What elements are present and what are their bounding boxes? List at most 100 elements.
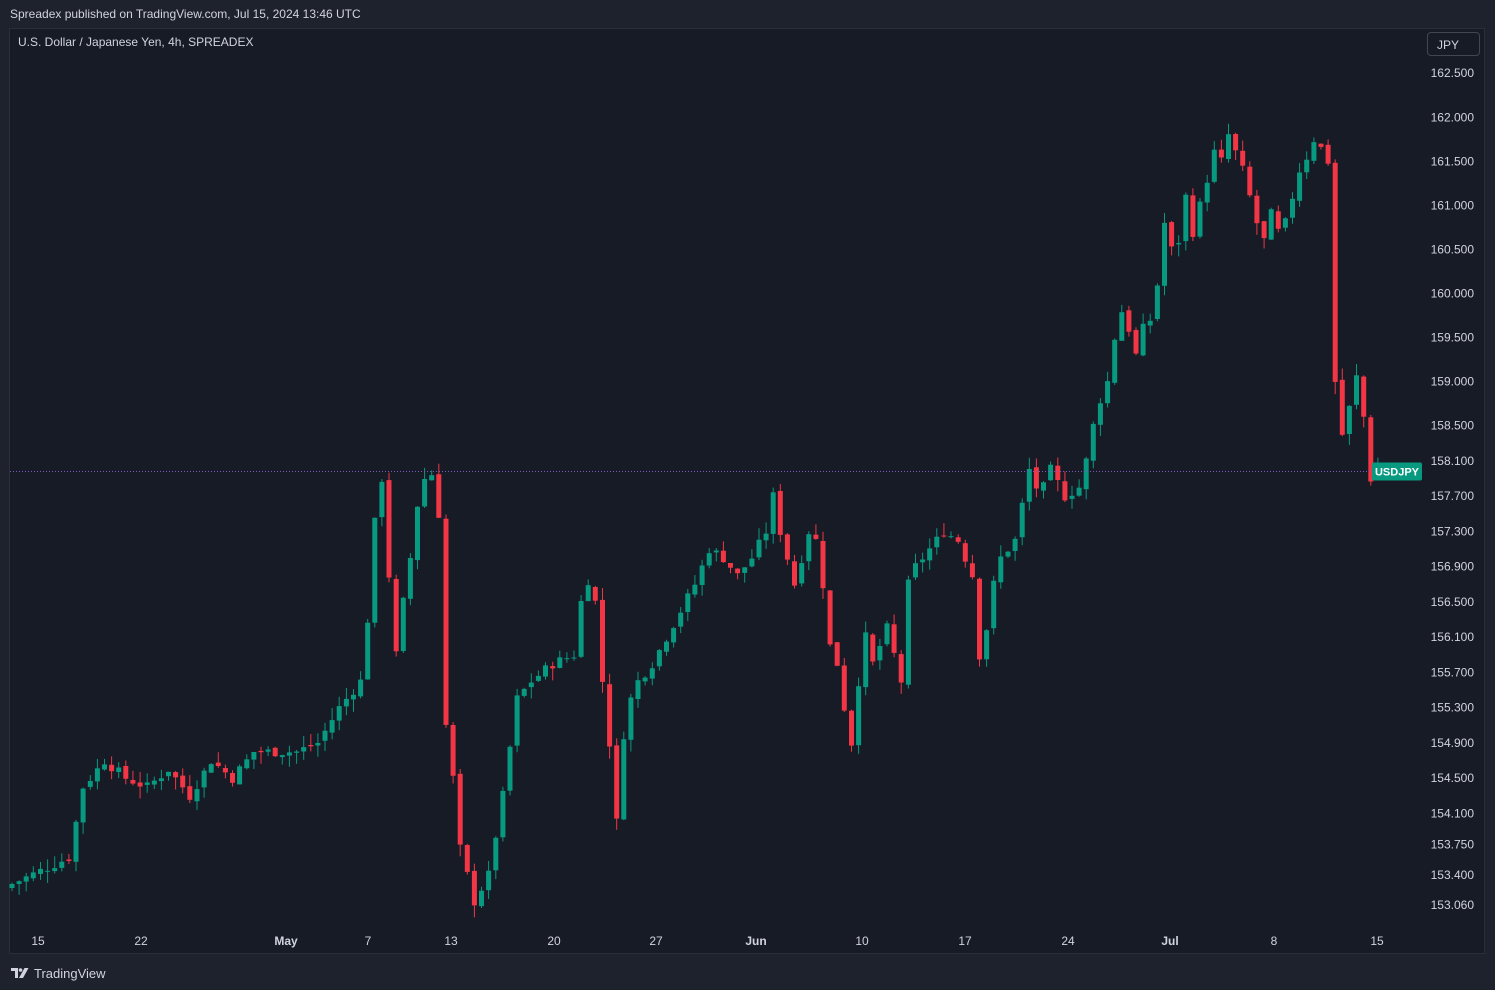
candle-body [222,768,228,773]
candle-body [1147,320,1153,326]
candle-body [1261,221,1267,239]
candle-body [1318,143,1324,147]
candle-body [265,749,271,752]
candle-body [1226,134,1231,159]
candle-body [585,585,591,602]
tradingview-logo-icon [11,968,29,978]
candle-body [635,680,641,699]
price-tick-label: 158.100 [1431,454,1475,468]
candle-body [422,479,428,507]
candle-body [1176,243,1182,245]
currency-button[interactable]: JPY [1427,32,1480,56]
candle-body [1055,465,1061,480]
candle-body [535,675,541,681]
candle-body [1041,482,1046,491]
candle-body [521,688,527,696]
price-tick-label: 154.500 [1431,771,1475,785]
candle-body [158,778,164,782]
publish-info: Spreadex published on TradingView.com, J… [10,7,361,21]
candle-body [80,788,86,823]
chart-panel[interactable] [9,28,1485,954]
candle-body [166,771,171,777]
candle-body [770,492,776,534]
candle-body [315,743,321,746]
price-axis[interactable]: 162.500 162.000 161.500 161.000 160.500 160.0… [1431,66,1475,912]
candle-body [1268,209,1274,240]
candle-body [294,751,300,753]
candle-body [671,628,677,643]
candle-body [1361,376,1367,417]
candle-body [1282,218,1288,228]
candle-body [720,550,726,563]
candle-body [73,821,79,862]
price-tick-label: 154.100 [1431,806,1475,820]
candle-body [571,657,577,659]
candle-body [358,679,364,697]
candle-body [23,876,29,882]
candle-body [1062,481,1068,501]
candle-body [251,752,257,760]
candle-body [934,536,940,548]
candle-body [1339,379,1345,435]
time-axis[interactable]: 15 22 May 7 13 20 27 Jun 10 17 24 Jul 8 15 [31,934,1384,948]
candle-body [799,563,805,584]
candle-body [1083,458,1089,490]
candle-body [742,567,748,573]
price-tick-label: 162.500 [1431,66,1475,80]
candle-body [692,584,698,595]
candle-body [557,657,563,668]
candle-body [991,580,997,629]
candle-body [1204,182,1210,203]
candle-body [9,884,15,888]
candle-body [628,697,634,740]
price-tick-label: 157.300 [1431,525,1475,539]
candle-body [600,599,605,682]
price-tick-label: 153.060 [1431,898,1475,912]
candle-body [528,682,534,688]
candle-body [884,623,890,645]
candle-body [336,706,342,721]
candle-body [59,861,65,868]
candle-body [870,634,876,662]
candle-body [962,543,968,562]
candle-body [977,578,982,660]
publish-header: Spreadex published on TradingView.com, J… [0,0,1495,28]
current-price-badge[interactable] [1372,462,1422,481]
candle-body [984,630,990,660]
candle-body [194,789,200,802]
tradingview-footer[interactable]: TradingView [10,963,106,983]
candle-body [329,720,335,733]
candle-body [841,665,847,711]
candle-body [215,762,221,766]
candle-body [913,563,918,578]
price-tick-label: 157.700 [1431,489,1475,503]
candle-body [279,755,285,758]
candle-body [429,475,435,481]
price-tick-label: 161.500 [1431,154,1475,168]
time-tick-label: 24 [1061,934,1075,948]
candle-body [827,590,833,645]
time-tick-label: May [274,934,298,948]
candle-body [948,536,954,538]
candle-body [685,593,691,612]
time-tick-label: 27 [649,934,663,948]
candle-body [144,782,150,785]
candle-body [550,666,556,669]
candle-body [1112,339,1118,383]
candle-body [920,559,926,563]
candle-body [891,624,897,653]
candle-body [713,550,719,553]
candle-body [1247,166,1253,196]
symbol-title[interactable]: U.S. Dollar / Japanese Yen, 4h, SPREADEX [18,35,254,49]
candle-body [1297,172,1303,201]
candle-body [1126,310,1132,332]
candle-body [1254,195,1260,224]
price-tick-label: 156.100 [1431,630,1475,644]
candles-layer [9,123,1388,918]
candle-body [607,684,613,747]
candle-body [1332,162,1338,382]
candle-body [130,780,136,784]
price-tick-label: 153.750 [1431,837,1475,851]
candle-body [187,786,193,800]
